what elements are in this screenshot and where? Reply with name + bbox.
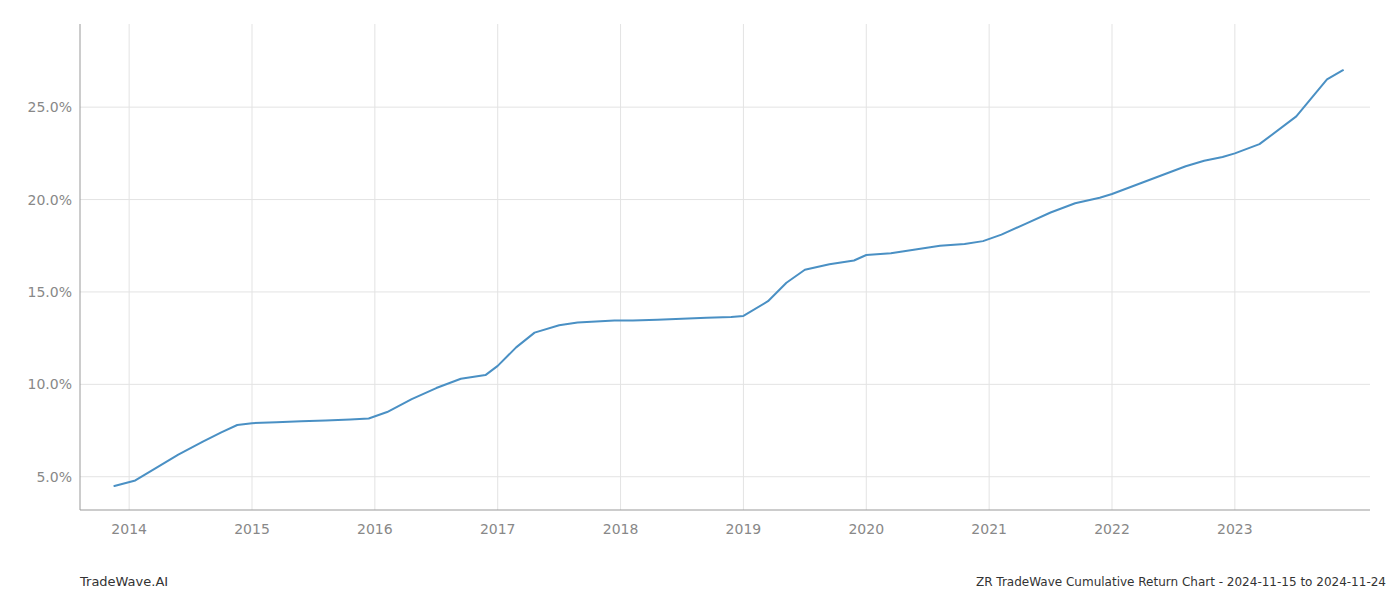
y-grid-line: [80, 476, 1370, 477]
x-tick-label: 2014: [111, 521, 147, 537]
y-tick-label: 15.0%: [28, 284, 72, 300]
x-grid-line: [374, 24, 375, 510]
y-grid-line: [80, 384, 1370, 385]
x-axis-line: [80, 510, 1370, 511]
y-grid-line: [80, 107, 1370, 108]
grid: [80, 24, 1370, 510]
x-grid-line: [129, 24, 130, 510]
plot-area: [114, 70, 1343, 486]
y-grid-line: [80, 199, 1370, 200]
x-tick-label: 2021: [971, 521, 1007, 537]
x-grid-line: [620, 24, 621, 510]
x-grid-line: [252, 24, 253, 510]
return-line: [114, 70, 1343, 486]
y-axis-line: [80, 24, 81, 510]
y-grid-line: [80, 291, 1370, 292]
chart: 2014 2015 2016 2017 2018 2019 2020 2021 2022 2023…: [0, 0, 1400, 600]
x-tick-label: 2019: [726, 521, 762, 537]
x-grid-line: [497, 24, 498, 510]
x-tick-label: 2015: [234, 521, 270, 537]
title: ZR TradeWave Cumulative Return Chart - 2…: [976, 575, 1386, 589]
x-grid-line: [989, 24, 990, 510]
x-grid-line: [866, 24, 867, 510]
x-grid-line: [1112, 24, 1113, 510]
x-grid-line: [743, 24, 744, 510]
y-tick-label: 5.0%: [36, 469, 72, 485]
x-tick-label: 2016: [357, 521, 393, 537]
x-tick-label: 2020: [848, 521, 884, 537]
tick-labels: 2014 2015 2016 2017 2018 2019 2020 2021 2022 2023…: [28, 99, 1253, 537]
y-tick-label: 10.0%: [28, 376, 72, 392]
y-tick-label: 25.0%: [28, 99, 72, 115]
chart-container: 2014 2015 2016 2017 2018 2019 2020 2021 2022 2023…: [0, 0, 1400, 600]
x-tick-label: 2018: [603, 521, 639, 537]
x-tick-label: 2022: [1094, 521, 1130, 537]
y-tick-label: 20.0%: [28, 192, 72, 208]
watermark: TradeWave.AI: [79, 574, 168, 589]
x-tick-label: 2023: [1217, 521, 1253, 537]
x-grid-line: [1234, 24, 1235, 510]
x-tick-label: 2017: [480, 521, 516, 537]
